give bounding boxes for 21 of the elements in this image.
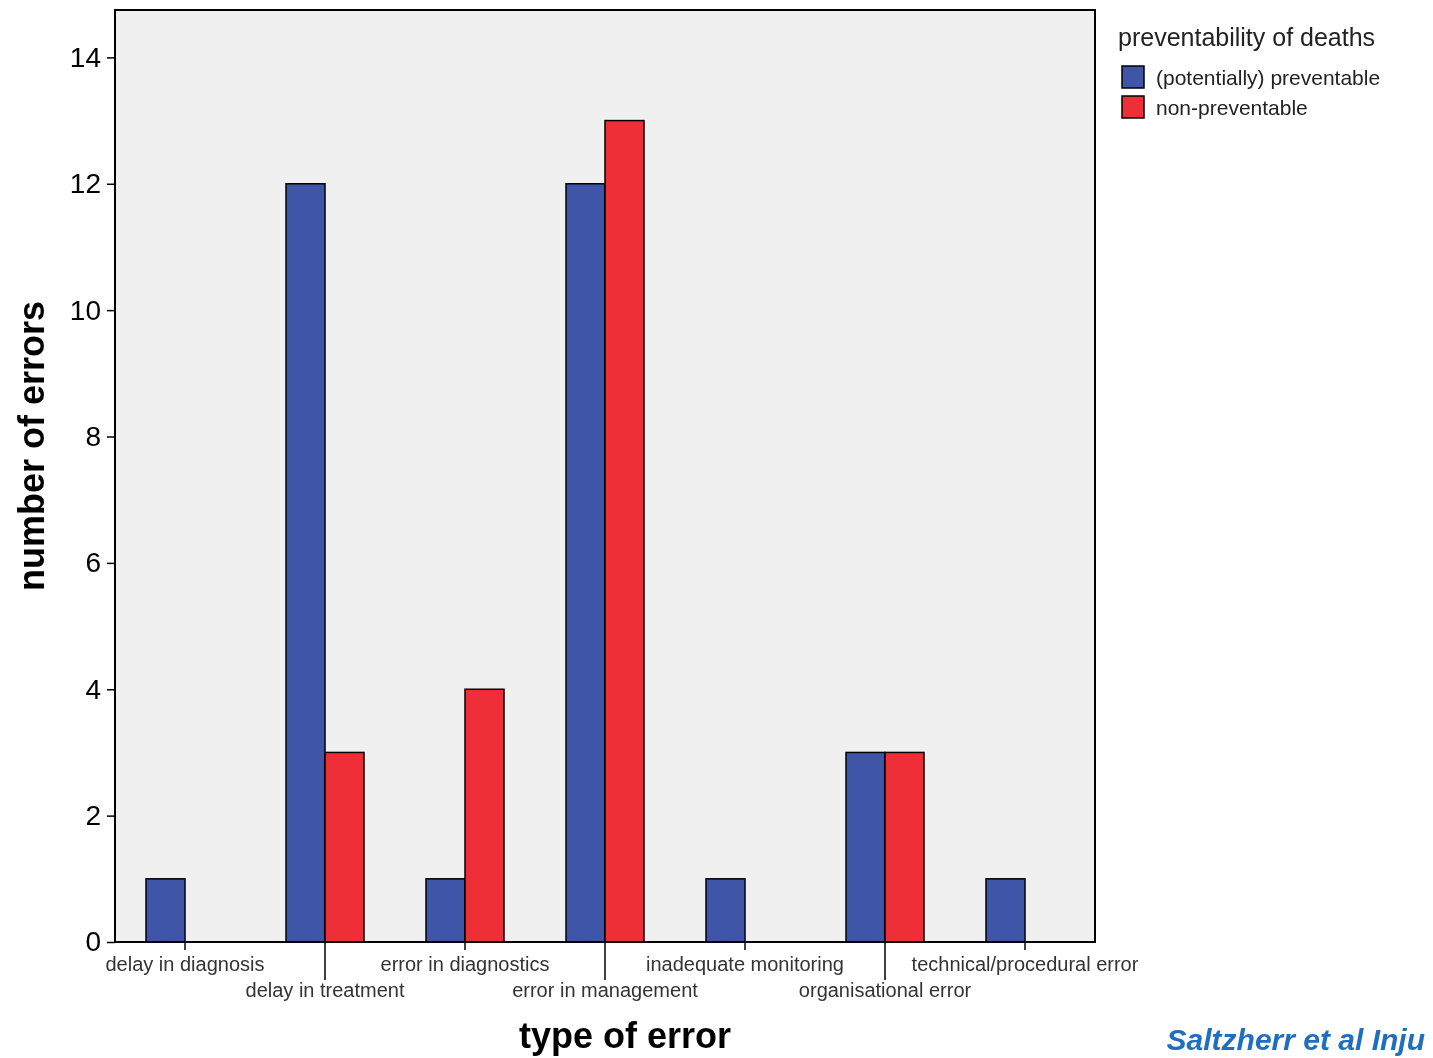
x-tick-label: delay in treatment [245, 979, 405, 1001]
legend-label: (potentially) preventable [1156, 66, 1381, 89]
y-tick-label: 2 [85, 800, 101, 832]
x-tick-label: technical/procedural error [911, 953, 1139, 975]
x-tick-label: inadequate monitoring [646, 953, 844, 975]
y-tick-label: 14 [69, 41, 101, 73]
y-tick-label: 6 [85, 547, 101, 579]
y-tick-label: 10 [69, 294, 101, 326]
x-tick-label: error in diagnostics [380, 953, 550, 975]
y-tick-label: 4 [85, 673, 101, 705]
legend-label: non-preventable [1156, 96, 1308, 119]
y-tick-label: 12 [69, 168, 101, 200]
y-axis-title: number of errors [11, 300, 52, 592]
y-tick-label: 8 [85, 420, 101, 452]
text: Saltzherr et al Inju [1166, 1023, 1425, 1056]
x-axis-title: type of error [518, 1015, 732, 1056]
x-tick-label: delay in diagnosis [105, 953, 265, 975]
x-tick-label: organisational error [798, 979, 972, 1001]
legend-title: preventability of deaths [1118, 23, 1376, 51]
x-tick-label: error in management [512, 979, 699, 1001]
y-tick-label: 0 [85, 926, 101, 958]
